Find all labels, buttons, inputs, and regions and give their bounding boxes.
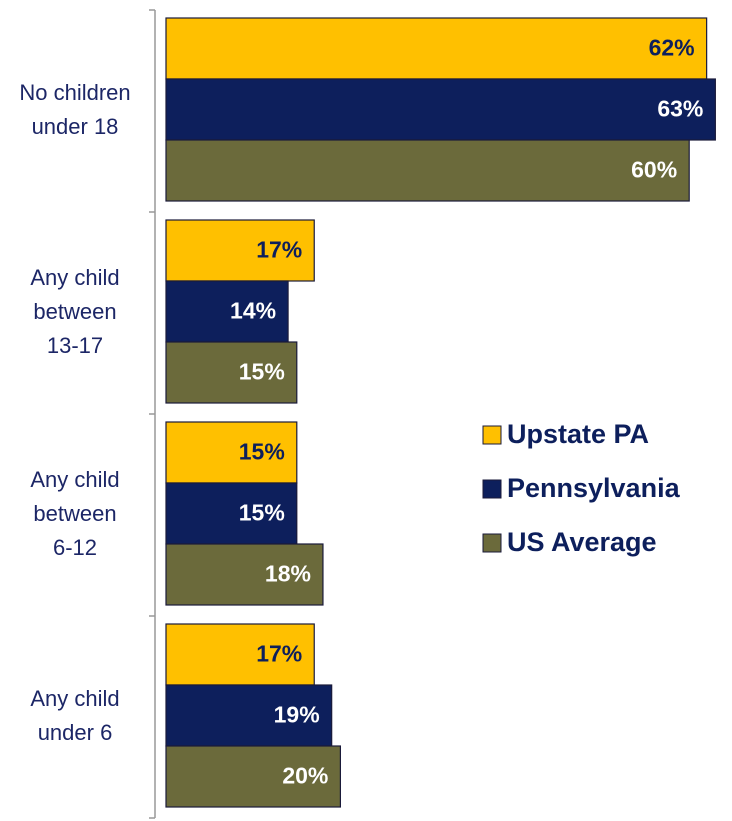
- category-label: Any child under 6: [30, 685, 120, 745]
- value-label: 63%: [657, 96, 703, 122]
- bar: [165, 745, 341, 808]
- value-label: 17%: [256, 237, 302, 263]
- value-label: 17%: [256, 641, 302, 667]
- value-label: 19%: [274, 702, 320, 728]
- value-label: 60%: [631, 157, 677, 183]
- category-label: Any child between 13-17: [30, 264, 120, 358]
- value-label: 62%: [649, 35, 695, 61]
- bar: [165, 139, 690, 202]
- value-label: 15%: [239, 359, 285, 385]
- value-label: 14%: [230, 298, 276, 324]
- bar: [165, 623, 315, 686]
- value-label: 18%: [265, 561, 311, 587]
- bar: [165, 421, 298, 484]
- bar: [165, 280, 289, 343]
- bar: [165, 341, 298, 404]
- legend-swatch: [482, 479, 502, 499]
- legend-label: Upstate PA: [507, 419, 649, 449]
- value-label: 20%: [282, 763, 328, 789]
- bar: [165, 17, 708, 80]
- bar: [165, 543, 324, 606]
- legend-swatch: [482, 425, 502, 445]
- value-label: 15%: [239, 439, 285, 465]
- legend-label: Pennsylvania: [507, 473, 681, 503]
- category-label: No children under 18: [19, 79, 131, 139]
- bar: [165, 482, 298, 545]
- legend-label: US Average: [507, 527, 657, 557]
- category-label: Any child between 6-12: [30, 466, 120, 560]
- bar: [165, 219, 315, 282]
- bar: [165, 78, 716, 141]
- legend-swatch: [482, 533, 502, 553]
- value-label: 15%: [239, 500, 285, 526]
